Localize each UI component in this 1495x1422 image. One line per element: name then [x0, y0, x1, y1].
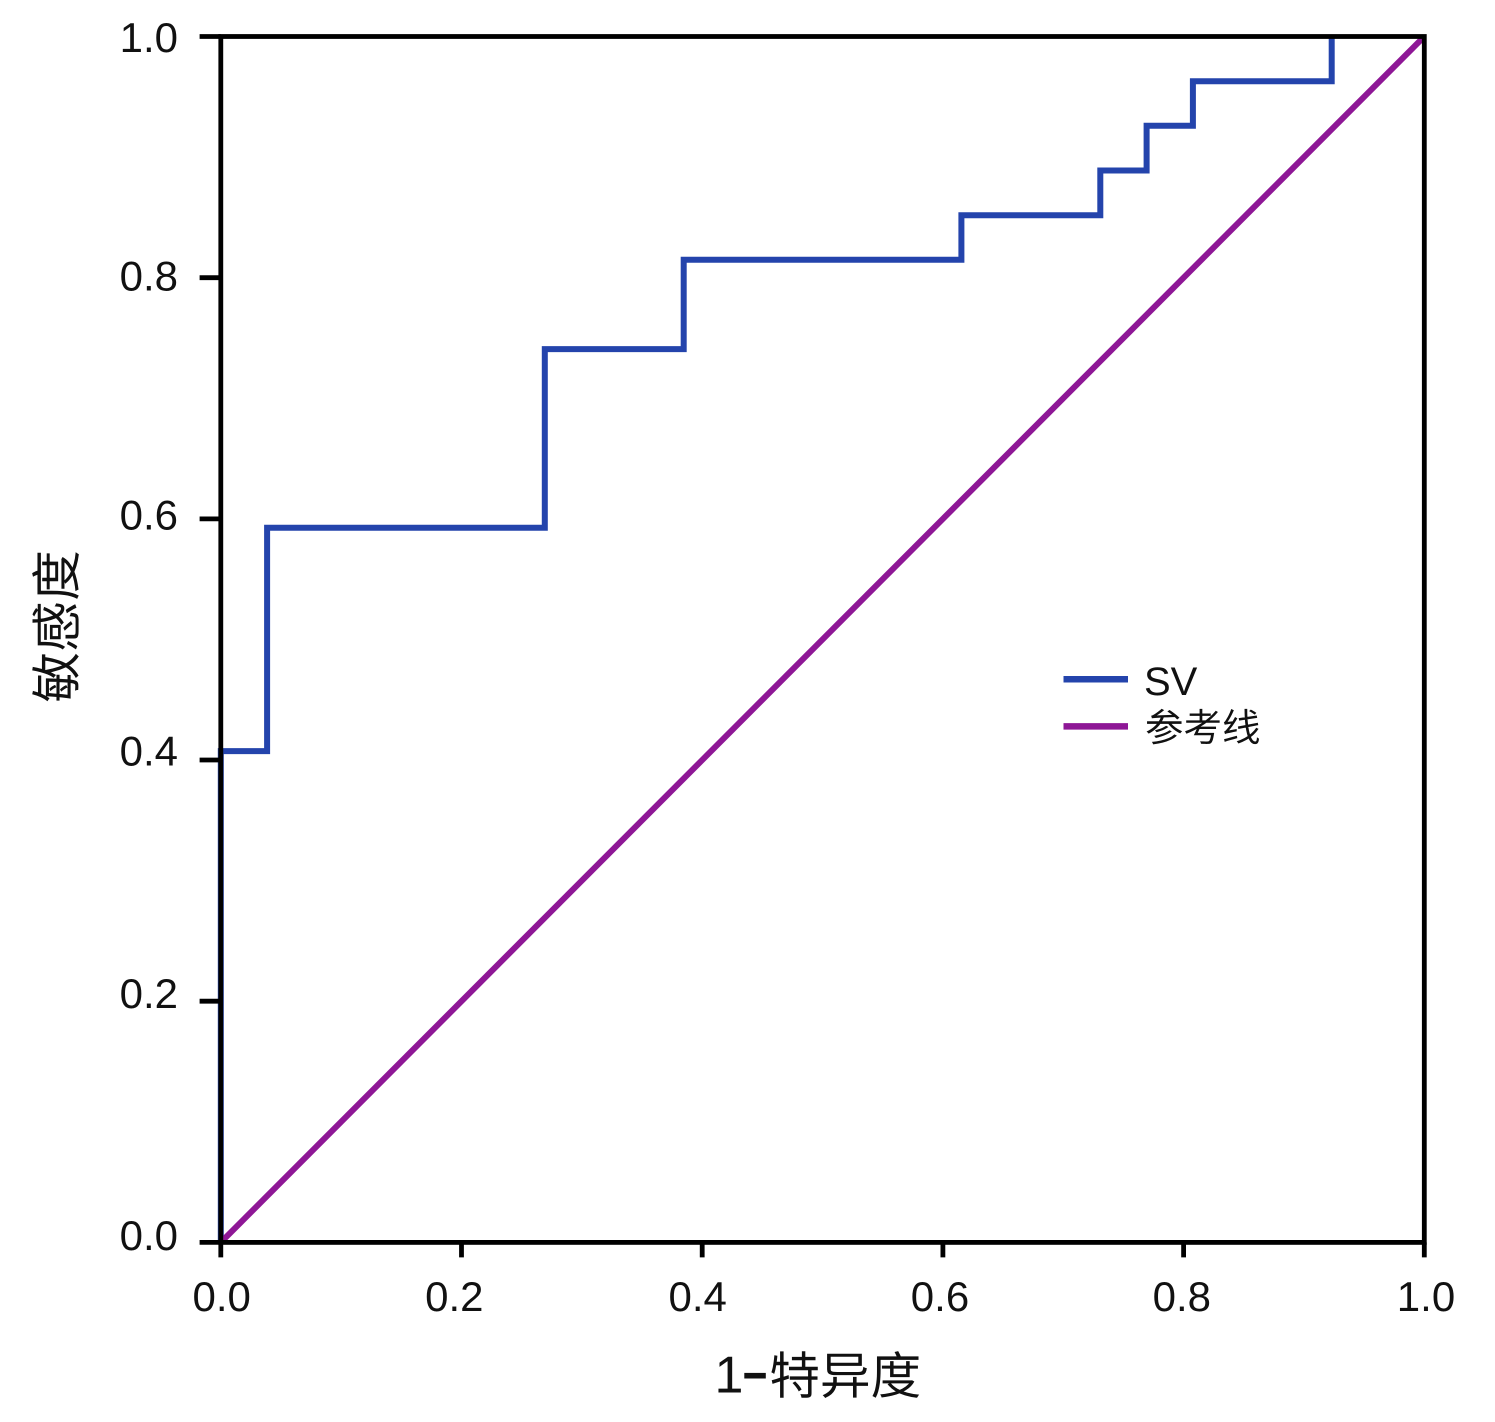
svg-text:0.8: 0.8 — [1153, 1273, 1211, 1320]
svg-text:0.6: 0.6 — [911, 1273, 969, 1320]
svg-text:0.0: 0.0 — [120, 1212, 178, 1259]
svg-text:0.4: 0.4 — [669, 1273, 727, 1320]
svg-text:0.6: 0.6 — [120, 492, 178, 539]
svg-text:0.2: 0.2 — [425, 1273, 483, 1320]
svg-text:0.4: 0.4 — [120, 728, 178, 775]
svg-text:0.8: 0.8 — [120, 253, 178, 300]
svg-text:1.0: 1.0 — [1397, 1273, 1455, 1320]
svg-text:1: 1 — [715, 1346, 744, 1404]
svg-text:0.0: 0.0 — [193, 1273, 251, 1320]
svg-text:1.0: 1.0 — [120, 14, 178, 61]
svg-text:SV: SV — [1144, 660, 1198, 704]
svg-text:0.2: 0.2 — [120, 970, 178, 1017]
